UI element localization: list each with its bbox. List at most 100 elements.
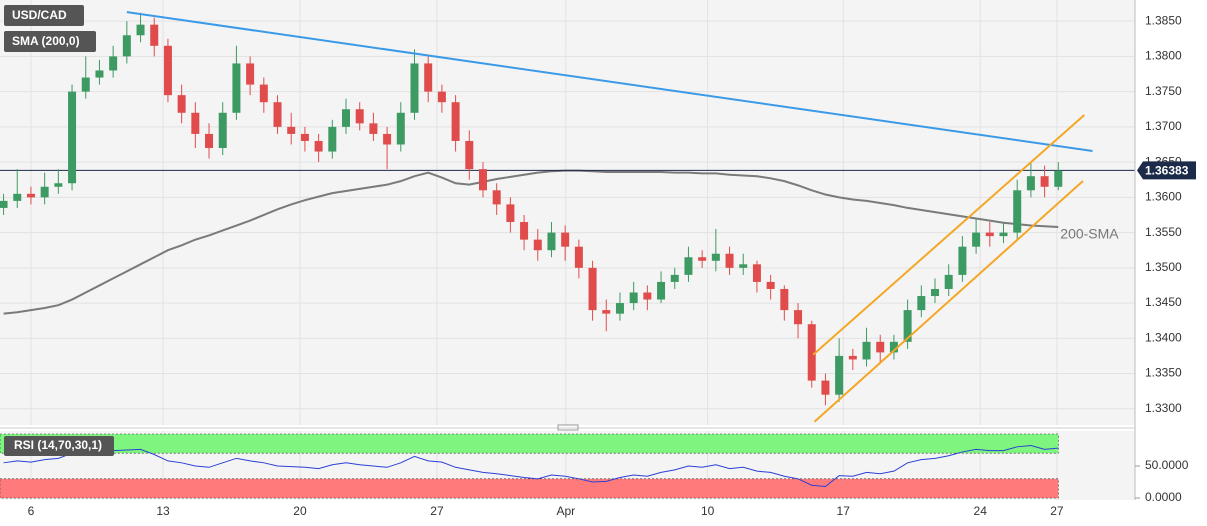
candle-body [985,232,994,237]
candle-body [314,140,323,152]
y-tick-label: 50.0000 [1145,458,1189,472]
candle-body [1026,176,1035,191]
candle-body [821,380,830,395]
candle-body [725,253,734,268]
x-tick-label: 10 [701,504,715,518]
y-tick-label: 1.3800 [1145,49,1182,63]
rsi-band [0,433,1059,454]
candle-body [109,56,118,71]
candle-body [807,324,816,381]
candle-body [643,292,652,300]
candle-body [465,140,474,170]
candle-body [68,91,77,184]
symbol-label: USD/CAD [12,8,67,22]
y-tick-label: 1.3750 [1145,84,1182,98]
candle-body [615,303,624,314]
candle-body [574,246,583,268]
candle-body [739,264,748,268]
candle-body [602,310,611,314]
x-tick-label: 24 [974,504,988,518]
candle-body [191,112,200,134]
candle-body [478,169,487,191]
candle-body [561,232,570,247]
rsi-band [0,478,1059,499]
candle-body [1013,190,1022,233]
x-tick-label: 27 [1050,504,1064,518]
candle-body [150,24,159,46]
x-tick-label: Apr [557,504,576,518]
candle-body [698,257,707,261]
symbol-tag [4,5,84,26]
candle-body [1040,176,1049,187]
candle-body [848,355,857,360]
y-tick-label: 1.3850 [1145,13,1182,27]
candle-body [520,222,529,240]
candle-body [136,24,145,36]
candle-body [657,281,666,300]
x-tick-label: 17 [837,504,851,518]
x-tick-label: 6 [28,504,35,518]
y-tick-label: 1.3600 [1145,190,1182,204]
candle-body [588,267,597,311]
candle-body [40,186,49,198]
price-panel [0,0,1135,425]
candle-body [259,84,268,103]
sma-label: 200-SMA [1060,226,1119,242]
candle-body [903,310,912,342]
trendline [126,11,1093,153]
candle-body [1054,170,1063,187]
candle-body [752,264,761,282]
candle-body [766,281,775,289]
candle-body [54,183,63,187]
rsi-tag [4,436,114,456]
candle-body [780,288,789,311]
y-tick-label: 0.0000 [1145,490,1182,504]
candle-body [287,126,296,134]
candle-body [300,133,309,141]
candle-body [437,91,446,103]
candle-body [342,109,351,127]
candle-body [876,341,885,353]
candle-body [451,102,460,141]
candle-body [684,257,693,275]
candle-body [0,200,8,208]
candle-body [424,63,433,92]
candle-body [177,95,186,113]
candle-body [533,239,542,251]
indicator-tag [4,31,96,52]
rsi-line [3,445,1059,488]
candle-body [383,133,392,145]
candle-body [835,355,844,395]
x-tick-label: 27 [430,504,444,518]
candle-body [95,70,104,78]
trendline [812,114,1085,356]
candle-body [26,193,35,198]
candle-body [547,232,556,251]
candle-body [232,63,241,113]
candle-body [355,109,364,124]
candle-body [958,246,967,275]
y-tick-label: 1.3300 [1145,401,1182,415]
plot: 200-SMA [0,11,1135,499]
candle-body [944,274,953,289]
candle-body [396,112,405,145]
candle-body [999,232,1008,237]
rsi-label: RSI (14,70,30,1) [14,438,102,452]
candle-body [492,190,501,205]
last-price-label: 1.36383 [1145,164,1189,178]
candle-body [410,63,419,113]
y-tick-label: 1.3500 [1145,260,1182,274]
resize-handle[interactable] [557,424,579,431]
y-tick-label: 1.3700 [1145,119,1182,133]
y-tick-label: 1.3450 [1145,295,1182,309]
candle-body [218,112,227,149]
candle-body [629,292,638,304]
indicator-label: SMA (200,0) [12,34,80,48]
y-tick-label: 1.3400 [1145,330,1182,344]
candle-body [670,274,679,282]
y-tick-label: 1.3550 [1145,225,1182,239]
candle-body [506,204,515,223]
candle-body [889,341,898,353]
candle-body [794,310,803,325]
